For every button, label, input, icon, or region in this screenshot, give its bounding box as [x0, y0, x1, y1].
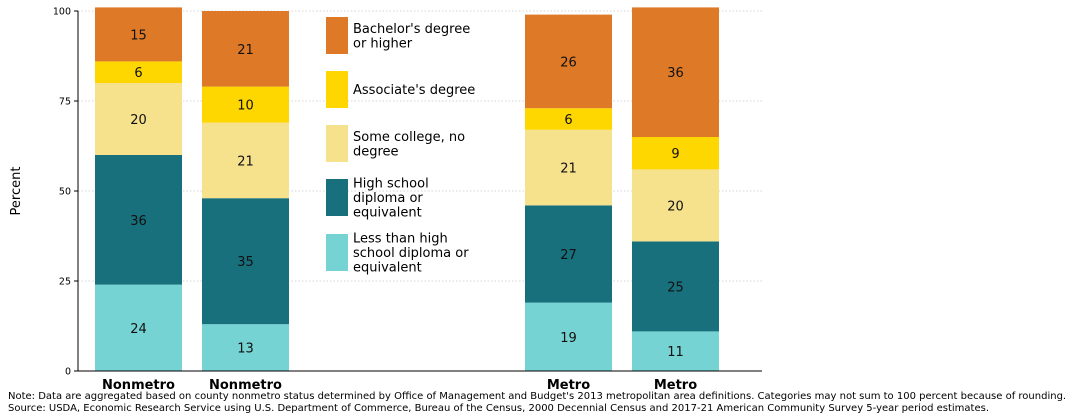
data-label: 6 [134, 66, 142, 81]
bar-segment-less_hs [525, 302, 612, 371]
legend-label: Less than high [353, 232, 448, 247]
legend-label: Some college, no [353, 130, 465, 145]
data-label: 10 [237, 99, 254, 114]
bar-segment-associate [525, 108, 612, 130]
x-category-label: Nonmetro [102, 378, 175, 390]
y-tick-label: 100 [53, 7, 71, 18]
legend-swatch-hs [326, 179, 348, 216]
legend-swatch-some_college [326, 125, 348, 162]
legend-label: school diploma or [353, 246, 469, 261]
data-label: 27 [560, 248, 577, 263]
x-category-label: Metro [654, 378, 697, 390]
bar-segment-bachelor [95, 7, 182, 62]
stacked-bar-chart: 24 36 20 6 15 13 35 21 10 21 19 27 21 6 26 11 25 20 9 36 0 25… [9, 7, 762, 390]
data-label: 21 [237, 154, 254, 169]
bar-segment-bachelor [202, 11, 289, 87]
chart-note: Note: Data are aggregated based on count… [8, 391, 1067, 402]
data-label: 26 [560, 55, 577, 70]
bar-segment-some_college [95, 83, 182, 155]
data-label: 13 [237, 342, 254, 357]
x-category-label: Metro [547, 378, 590, 390]
data-label: 36 [667, 66, 684, 81]
legend-label: diploma or [353, 191, 423, 206]
bar-segment-associate [202, 86, 289, 123]
data-label: 11 [667, 345, 684, 360]
bar-segment-some_college [632, 169, 719, 242]
bar-segment-less_hs [202, 324, 289, 371]
data-label: 19 [560, 331, 577, 346]
bar-segment-less_hs [632, 331, 719, 371]
legend-swatch-less_hs [326, 234, 348, 271]
bar-segment-associate [632, 137, 719, 170]
data-label: 6 [564, 113, 572, 128]
data-label: 21 [237, 43, 254, 58]
y-tick-label: 50 [59, 187, 71, 198]
data-label: 20 [667, 199, 684, 214]
bar-segment-hs [632, 241, 719, 332]
data-label: 36 [130, 214, 147, 229]
legend-label: Associate's degree [353, 83, 475, 98]
data-label: 35 [237, 255, 254, 270]
y-tick-label: 0 [65, 367, 71, 378]
data-label: 20 [130, 113, 147, 128]
bar-segment-hs [95, 155, 182, 285]
bar-segment-less_hs [95, 284, 182, 371]
bar-segment-associate [95, 61, 182, 83]
data-label: 15 [130, 28, 147, 43]
bar-segment-bachelor [632, 7, 719, 138]
bar-segment-hs [202, 198, 289, 325]
bar-segment-some_college [202, 122, 289, 199]
chart-source: Source: USDA, Economic Research Service … [8, 403, 990, 414]
legend-label: equivalent [353, 261, 422, 276]
y-axis-title: Percent [9, 167, 24, 216]
legend-swatch-associate [326, 71, 348, 108]
legend-label: High school [353, 177, 429, 192]
legend-label: or higher [353, 36, 413, 51]
legend-label: equivalent [353, 206, 422, 221]
bar-segment-hs [525, 205, 612, 303]
legend-label: degree [353, 144, 399, 159]
data-label: 24 [130, 322, 147, 337]
data-label: 9 [671, 147, 679, 162]
bar-segment-bachelor [525, 14, 612, 109]
y-tick-label: 75 [59, 97, 71, 108]
data-label: 21 [560, 162, 577, 177]
y-tick-label: 25 [59, 277, 71, 288]
legend-swatch-bachelor [326, 17, 348, 54]
bar-segment-some_college [525, 129, 612, 206]
data-label: 25 [667, 280, 684, 295]
x-category-label: Nonmetro [209, 378, 282, 390]
legend-label: Bachelor's degree [353, 22, 470, 37]
